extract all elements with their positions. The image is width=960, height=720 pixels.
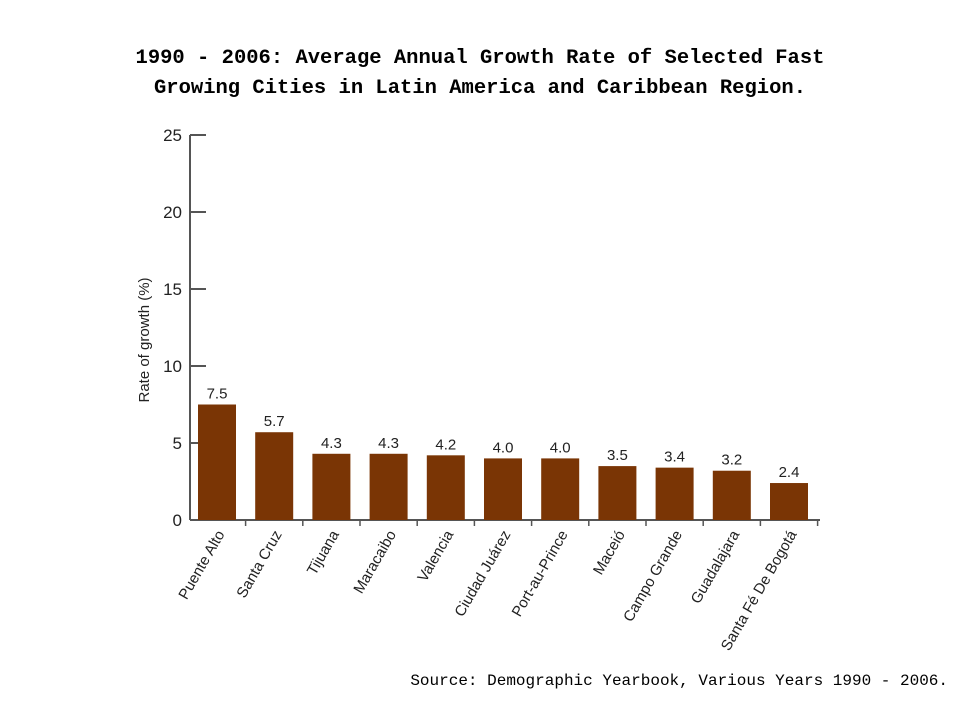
- y-axis-label: Rate of growth (%): [136, 277, 153, 402]
- bar: [655, 467, 694, 520]
- bar: [369, 453, 408, 520]
- bar: [598, 466, 637, 520]
- bar-value-label: 4.3: [321, 435, 342, 452]
- bar-value-label: 3.4: [664, 449, 685, 466]
- y-tick-label: 25: [163, 126, 182, 145]
- bar: [484, 458, 522, 520]
- x-tick-label: Maceió: [590, 528, 629, 578]
- bar: [255, 432, 294, 520]
- bar-value-label: 3.2: [721, 452, 742, 469]
- x-tick-label: Valencia: [414, 527, 457, 585]
- x-tick-label: Port-au-Prince: [509, 528, 572, 620]
- y-tick-label: 5: [173, 434, 182, 453]
- bar: [541, 458, 580, 520]
- x-tick-label: Santa Cruz: [233, 528, 285, 601]
- bar-value-label: 3.5: [607, 447, 628, 464]
- chart-title-line-1: 1990 - 2006: Average Annual Growth Rate …: [135, 47, 825, 70]
- x-tick-label: Puente Alto: [175, 528, 228, 603]
- y-tick-label: 20: [163, 203, 182, 222]
- bar-value-label: 7.5: [207, 386, 228, 403]
- bar: [198, 404, 236, 520]
- bar: [712, 470, 751, 520]
- bar: [770, 483, 808, 520]
- x-tick-label: Guadalajara: [688, 527, 744, 607]
- bar: [312, 453, 351, 520]
- bar-value-label: 2.4: [779, 464, 800, 481]
- bar-value-label: 4.0: [493, 439, 514, 456]
- y-tick-label: 10: [163, 357, 182, 376]
- chart-title-line-2: Growing Cities in Latin America and Cari…: [153, 77, 806, 100]
- bar-value-label: 4.3: [378, 435, 399, 452]
- bar: [426, 455, 465, 520]
- bar-value-label: 4.2: [435, 436, 456, 453]
- x-tick-label: Campo Grande: [620, 528, 686, 625]
- x-tick-label: Ciudad Juárez: [451, 528, 514, 620]
- x-tick-label: Tijuana: [304, 527, 343, 578]
- bar-value-label: 4.0: [550, 439, 571, 456]
- chart-title: 1990 - 2006: Average Annual Growth Rate …: [0, 44, 960, 104]
- y-tick-label: 15: [163, 280, 182, 299]
- source-note: Source: Demographic Yearbook, Various Ye…: [410, 672, 948, 690]
- y-tick-label: 0: [173, 511, 182, 530]
- bar-value-label: 5.7: [264, 413, 285, 430]
- x-tick-label: Maracaibo: [350, 528, 400, 597]
